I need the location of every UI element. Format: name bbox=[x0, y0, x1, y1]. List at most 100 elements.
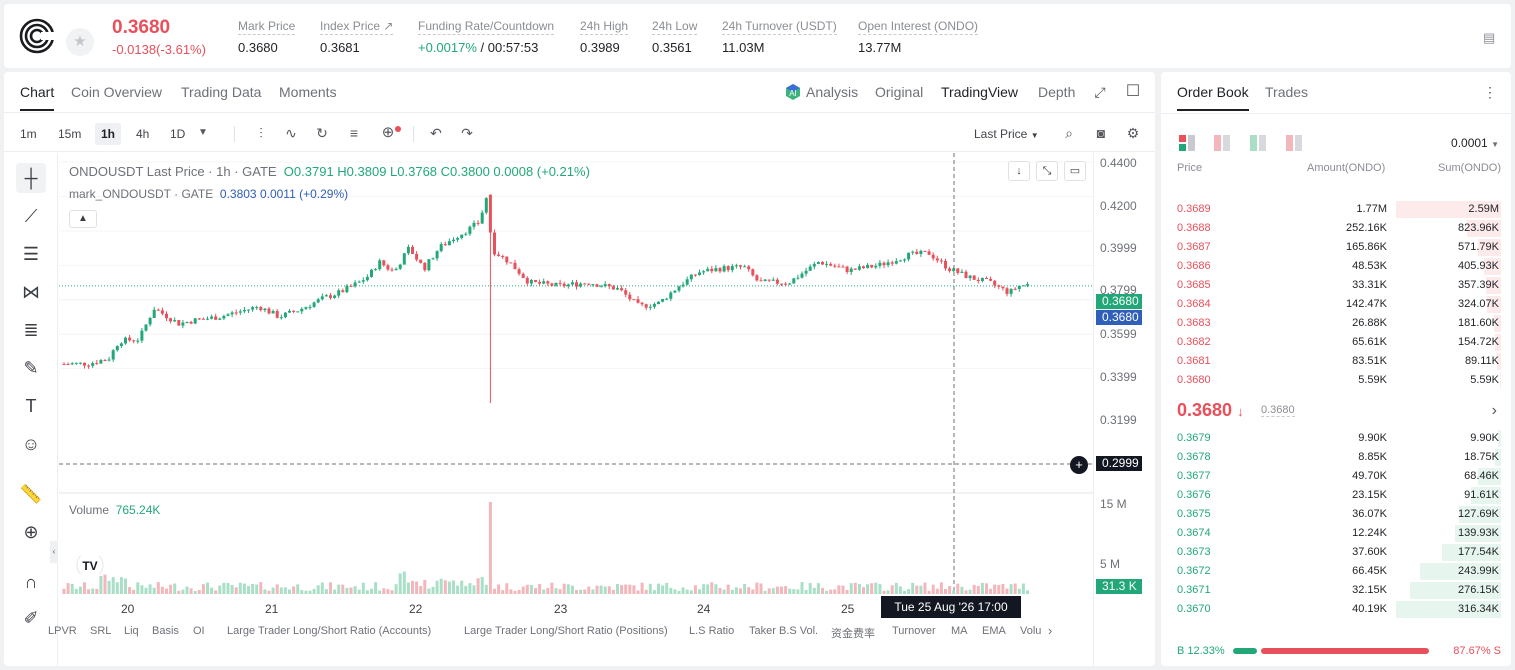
pencil-lock-icon[interactable]: ✐ bbox=[23, 608, 39, 628]
expand-icon[interactable]: ⤢ bbox=[1094, 84, 1106, 100]
ask-row[interactable]: 0.3684 142.47K 324.07K bbox=[1161, 295, 1511, 314]
indicator-oi[interactable]: OI bbox=[193, 625, 205, 637]
timeframe-dropdown-icon[interactable]: ▼ bbox=[198, 127, 208, 138]
bid-row[interactable]: 0.3673 37.60K 177.54K bbox=[1161, 543, 1511, 562]
bid-row[interactable]: 0.3677 49.70K 68.46K bbox=[1161, 467, 1511, 486]
text-tool-icon[interactable]: T bbox=[25, 396, 37, 416]
chevron-right-icon[interactable]: › bbox=[1491, 402, 1497, 419]
maximize-pane-icon[interactable]: ▭ bbox=[1064, 161, 1086, 181]
templates-icon[interactable]: ≡ bbox=[349, 125, 359, 141]
indicator-turnover[interactable]: Turnover bbox=[892, 625, 936, 637]
bid-row[interactable]: 0.3678 8.85K 18.75K bbox=[1161, 448, 1511, 467]
tab-chart[interactable]: Chart bbox=[20, 84, 55, 111]
bid-row[interactable]: 0.3675 36.07K 127.69K bbox=[1161, 505, 1511, 524]
fib-icon[interactable]: ≣ bbox=[23, 320, 39, 340]
tab-coin-overview[interactable]: Coin Overview bbox=[71, 84, 163, 100]
layout-trades-icon[interactable] bbox=[1286, 135, 1302, 151]
ask-row[interactable]: 0.3689 1.77M 2.59M bbox=[1161, 200, 1511, 219]
volume-bar bbox=[550, 582, 554, 594]
scroll-down-icon[interactable]: ↓ bbox=[1008, 161, 1030, 181]
timeframe-4h[interactable]: 4h bbox=[136, 127, 150, 141]
bid-row[interactable]: 0.3672 66.45K 243.99K bbox=[1161, 562, 1511, 581]
bid-row[interactable]: 0.3671 32.15K 276.15K bbox=[1161, 581, 1511, 600]
search-icon[interactable]: ⌕ bbox=[1065, 125, 1073, 141]
indicator-lpvr[interactable]: LPVR bbox=[48, 625, 77, 637]
indicator-srl[interactable]: SRL bbox=[90, 625, 112, 637]
favorite-star-icon[interactable]: ★ bbox=[66, 28, 94, 56]
bid-row[interactable]: 0.3670 40.19K 316.34K bbox=[1161, 600, 1511, 619]
layout-asks-icon[interactable] bbox=[1214, 135, 1230, 151]
bid-row[interactable]: 0.3676 23.15K 91.61K bbox=[1161, 486, 1511, 505]
view-original[interactable]: Original bbox=[875, 84, 924, 100]
indicator-ls-accounts[interactable]: Large Trader Long/Short Ratio (Accounts) bbox=[227, 625, 432, 637]
tab-moments[interactable]: Moments bbox=[279, 84, 337, 100]
ask-row[interactable]: 0.3681 83.51K 89.11K bbox=[1161, 352, 1511, 371]
ask-row[interactable]: 0.3688 252.16K 823.96K bbox=[1161, 219, 1511, 238]
ask-row[interactable]: 0.3682 65.61K 154.72K bbox=[1161, 333, 1511, 352]
timeframe-1d[interactable]: 1D bbox=[170, 127, 186, 141]
compare-icon[interactable]: ↻ bbox=[316, 125, 328, 141]
fullscreen-icon[interactable]: ☐ bbox=[1125, 83, 1141, 100]
candle-body bbox=[685, 279, 689, 285]
tab-trades[interactable]: Trades bbox=[1265, 84, 1309, 100]
collapse-pane-icon[interactable]: ⤡ bbox=[1036, 161, 1058, 181]
candle-type-icon[interactable]: ⫶ bbox=[259, 125, 263, 141]
precision-select[interactable]: 0.0001 ▼ bbox=[1451, 136, 1499, 150]
indicator-volume[interactable]: Volu bbox=[1020, 625, 1042, 637]
emoji-icon[interactable]: ☺ bbox=[21, 434, 41, 454]
indicator-taker-vol[interactable]: Taker B.S Vol. bbox=[749, 625, 819, 637]
indicators-icon[interactable]: ∿ bbox=[285, 125, 297, 141]
ask-row[interactable]: 0.3683 26.88K 181.60K bbox=[1161, 314, 1511, 333]
chevron-right-icon[interactable]: › bbox=[1048, 623, 1053, 638]
indicator-liq[interactable]: Liq bbox=[124, 625, 139, 637]
horizontal-lines-icon[interactable]: ☰ bbox=[22, 244, 40, 264]
bid-row[interactable]: 0.3679 9.90K 9.90K bbox=[1161, 429, 1511, 448]
indicator-ls-ratio[interactable]: L.S Ratio bbox=[689, 625, 735, 637]
price-chart-plot[interactable] bbox=[59, 153, 1093, 666]
view-tradingview[interactable]: TradingView bbox=[941, 84, 1019, 100]
timeframe-1h[interactable]: 1h bbox=[95, 123, 122, 145]
ask-row[interactable]: 0.3685 33.31K 357.39K bbox=[1161, 276, 1511, 295]
brush-icon[interactable]: ✎ bbox=[23, 358, 39, 378]
stat-index-price[interactable]: Index Price ↗ 0.3681 bbox=[320, 19, 394, 55]
settings-gear-icon[interactable]: ⚙ bbox=[1126, 125, 1140, 141]
undo-icon[interactable]: ↶ bbox=[430, 125, 442, 141]
candle-body bbox=[263, 308, 267, 311]
pattern-icon[interactable]: ⋈ bbox=[22, 282, 40, 302]
layout-bids-icon[interactable] bbox=[1250, 135, 1266, 151]
collapse-toolbar-handle[interactable]: ‹ bbox=[50, 541, 58, 563]
volume-bar bbox=[833, 589, 837, 594]
book-icon[interactable]: ▤ bbox=[1483, 30, 1496, 45]
timeframe-15m[interactable]: 15m bbox=[58, 127, 82, 141]
redo-icon[interactable]: ↷ bbox=[461, 125, 473, 141]
bid-row[interactable]: 0.3674 12.24K 139.93K bbox=[1161, 524, 1511, 543]
timeframe-1m[interactable]: 1m bbox=[20, 127, 37, 141]
indicator-ls-positions[interactable]: Large Trader Long/Short Ratio (Positions… bbox=[464, 625, 668, 637]
crosshair-icon[interactable]: ┼ bbox=[16, 163, 46, 193]
add-alert-plus-icon[interactable]: + bbox=[1070, 456, 1088, 474]
add-indicator-icon[interactable]: ⊕ bbox=[381, 124, 395, 141]
magnet-icon[interactable]: ∩ bbox=[24, 572, 38, 592]
indicator-ema[interactable]: EMA bbox=[982, 625, 1006, 637]
tab-order-book[interactable]: Order Book bbox=[1177, 84, 1249, 111]
price-axis[interactable]: 0.4400 0.4200 0.3999 0.3799 0.3599 0.339… bbox=[1093, 153, 1155, 666]
ruler-icon[interactable]: 📏 bbox=[19, 484, 43, 504]
price-type-select[interactable]: Last Price ▼ bbox=[974, 127, 1039, 141]
indicator-funding-rate[interactable]: 资金费率 bbox=[831, 628, 875, 640]
view-depth[interactable]: Depth bbox=[1038, 84, 1076, 100]
ask-row[interactable]: 0.3686 48.53K 405.93K bbox=[1161, 257, 1511, 276]
tab-trading-data[interactable]: Trading Data bbox=[181, 84, 262, 100]
layout-both-icon[interactable] bbox=[1179, 135, 1195, 151]
indicator-ma[interactable]: MA bbox=[951, 625, 968, 637]
camera-icon[interactable]: ◙ bbox=[1096, 125, 1106, 141]
more-options-icon[interactable]: ⋮ bbox=[1483, 84, 1497, 100]
indicator-basis[interactable]: Basis bbox=[152, 625, 179, 637]
candle-body bbox=[1017, 285, 1021, 290]
ask-row[interactable]: 0.3680 5.59K 5.59K bbox=[1161, 371, 1511, 390]
legend-collapse-button[interactable]: ▲ bbox=[69, 210, 97, 228]
trendline-icon[interactable]: ⟋ bbox=[24, 206, 38, 226]
zoom-in-icon[interactable]: ⊕ bbox=[23, 522, 39, 542]
view-analysis[interactable]: Analysis bbox=[806, 84, 859, 100]
ask-row[interactable]: 0.3687 165.86K 571.79K bbox=[1161, 238, 1511, 257]
y-tick: 0.3399 bbox=[1100, 370, 1137, 384]
